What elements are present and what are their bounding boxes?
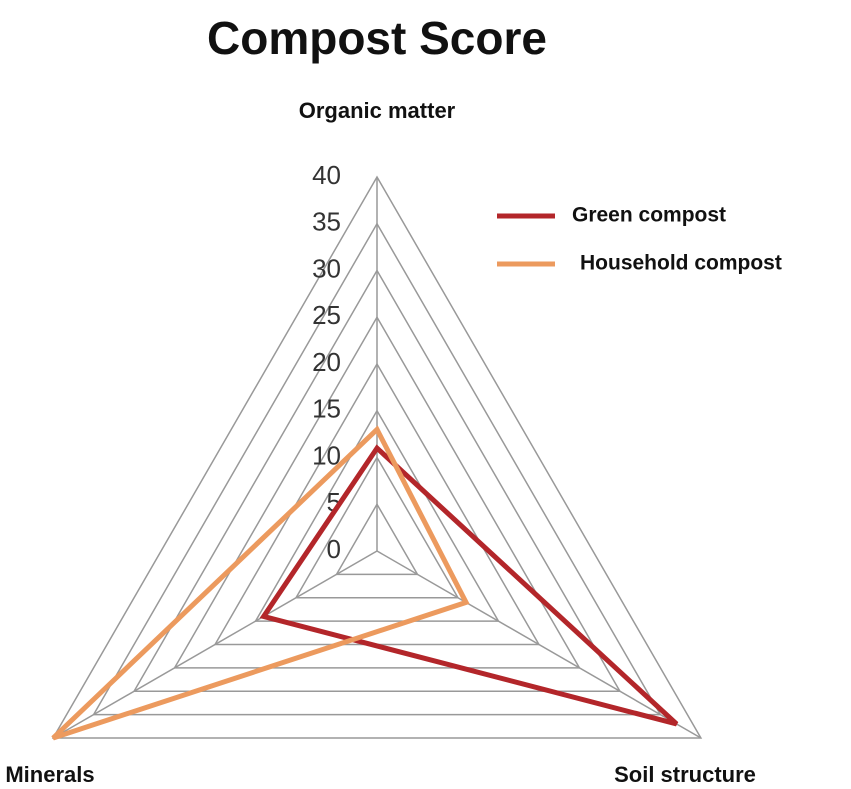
axis-label: Organic matter bbox=[299, 98, 456, 123]
tick-label: 25 bbox=[312, 300, 341, 330]
legend-label: Household compost bbox=[580, 252, 782, 275]
axis-label: Soil structure bbox=[614, 762, 756, 787]
grid-ring bbox=[173, 315, 581, 669]
grid-ring bbox=[254, 409, 500, 622]
tick-label: 30 bbox=[312, 253, 341, 283]
grid-ring bbox=[92, 222, 662, 716]
tick-label: 35 bbox=[312, 207, 341, 237]
grid-ring bbox=[132, 268, 622, 692]
spoke bbox=[52, 550, 378, 739]
series-line bbox=[51, 425, 470, 741]
tick-label: 20 bbox=[312, 347, 341, 377]
grid-ring bbox=[51, 175, 703, 739]
chart-title: Compost Score bbox=[207, 12, 547, 64]
spoke bbox=[376, 550, 702, 739]
series-line bbox=[259, 444, 679, 727]
grid-ring bbox=[294, 456, 460, 599]
grid-ring bbox=[335, 502, 419, 576]
tick-label: 15 bbox=[312, 394, 341, 424]
tick-label: 40 bbox=[312, 160, 341, 190]
tick-label: 0 bbox=[327, 534, 341, 564]
legend-label: Green compost bbox=[572, 204, 726, 227]
axis-label: Minerals bbox=[5, 762, 94, 787]
